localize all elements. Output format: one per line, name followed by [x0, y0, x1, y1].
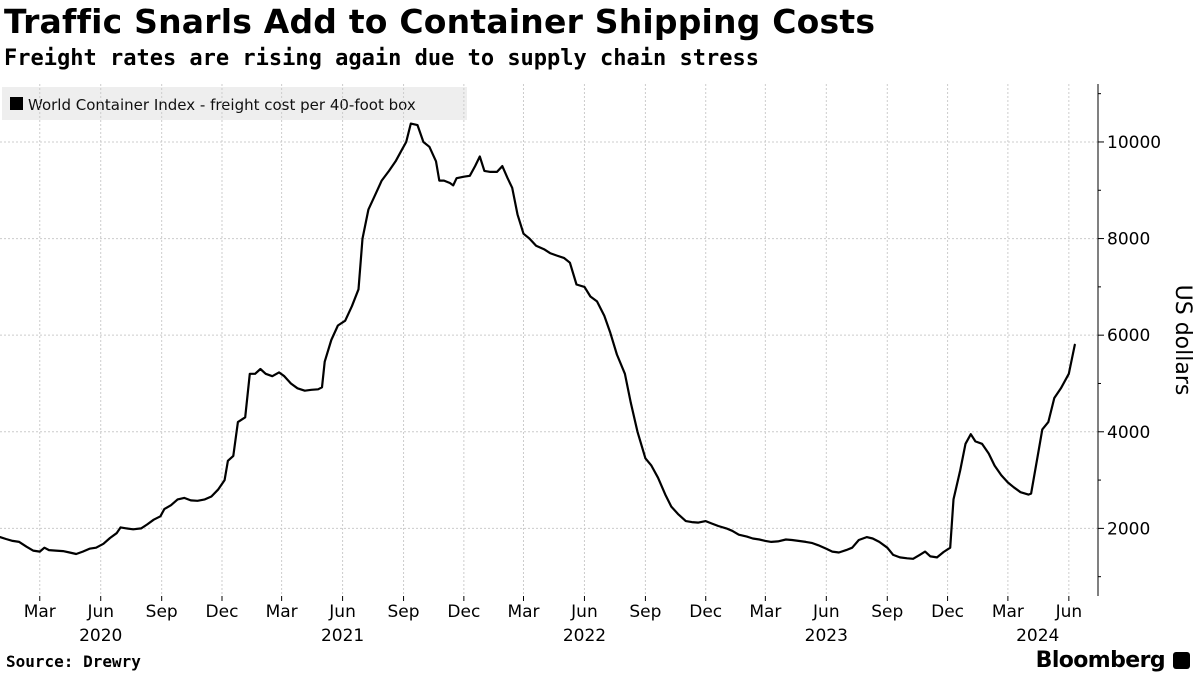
x-tick-label: Dec	[931, 602, 964, 622]
y-axis-label: US dollars	[1170, 285, 1195, 396]
x-year-label: 2023	[805, 626, 848, 646]
x-tick-label: Mar	[266, 602, 298, 622]
x-year-label: 2020	[79, 626, 122, 646]
x-year-label: 2022	[563, 626, 606, 646]
x-tick-label: Dec	[689, 602, 722, 622]
y-tick-label: 10000	[1107, 133, 1161, 153]
x-tick-label: Sep	[629, 602, 661, 622]
x-year-label: 2021	[321, 626, 364, 646]
x-tick-label: Jun	[328, 602, 356, 622]
x-tick-label: Dec	[206, 602, 239, 622]
brand-logo: Bloomberg	[1036, 648, 1190, 673]
x-tick-label: Sep	[146, 602, 178, 622]
x-tick-label: Jun	[812, 602, 840, 622]
x-tick-label: Mar	[749, 602, 781, 622]
y-tick-label: 8000	[1107, 230, 1150, 250]
bloomberg-icon	[1173, 652, 1190, 669]
brand-name: Bloomberg	[1035, 648, 1166, 673]
x-tick-label: Sep	[388, 602, 420, 622]
series-line	[0, 122, 1076, 560]
source-note: Source: Drewry	[6, 652, 141, 671]
x-year-label: 2024	[1016, 626, 1059, 646]
chart-title: Traffic Snarls Add to Container Shipping…	[4, 2, 876, 41]
x-tick-label: Sep	[871, 602, 903, 622]
y-tick-label: 4000	[1107, 423, 1150, 443]
x-tick-label: Dec	[447, 602, 480, 622]
y-tick-label: 6000	[1107, 326, 1150, 346]
y-tick-label: 2000	[1107, 519, 1150, 539]
legend-swatch	[10, 97, 23, 110]
x-tick-label: Jun	[86, 602, 114, 622]
chart-subtitle: Freight rates are rising again due to su…	[4, 46, 759, 71]
x-tick-label: Mar	[992, 602, 1024, 622]
x-tick-label: Jun	[570, 602, 598, 622]
x-tick-label: Jun	[1055, 602, 1083, 622]
x-tick-label: Mar	[24, 602, 56, 622]
legend-box	[2, 87, 467, 120]
x-tick-label: Mar	[507, 602, 539, 622]
